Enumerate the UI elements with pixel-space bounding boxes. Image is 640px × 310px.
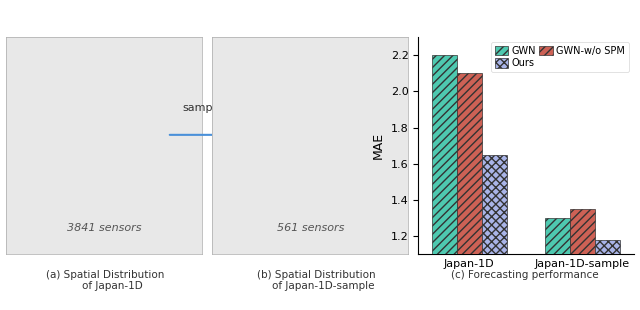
Bar [432,55,457,310]
Bar [570,209,595,310]
Bar [545,218,570,310]
Text: (c) Forecasting performance: (c) Forecasting performance [451,270,598,280]
Text: sample: sample [182,103,223,113]
Bar [457,73,482,310]
Text: (b) Spatial Distribution
    of Japan-1D-sample: (b) Spatial Distribution of Japan-1D-sam… [257,270,376,291]
Legend: GWN, Ours, GWN-w/o SPM: GWN, Ours, GWN-w/o SPM [491,42,628,72]
Bar [482,155,507,310]
Text: (a) Spatial Distribution
    of Japan-1D: (a) Spatial Distribution of Japan-1D [47,270,164,291]
Text: 561 sensors: 561 sensors [276,223,344,233]
Y-axis label: MAE: MAE [372,132,385,159]
Bar [595,240,620,310]
Text: 3841 sensors: 3841 sensors [67,223,141,233]
